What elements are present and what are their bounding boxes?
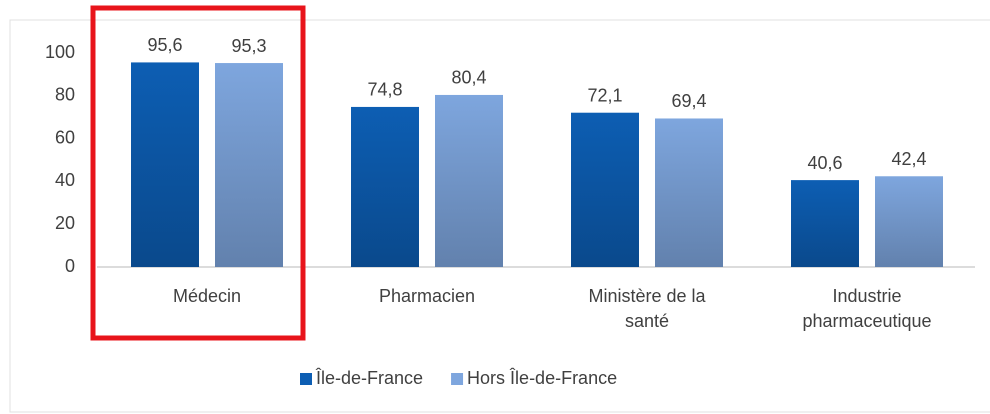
x-tick-label: Médecin xyxy=(172,286,242,306)
data-label: 72,1 xyxy=(587,85,622,105)
x-tick-label: Pharmacien xyxy=(378,286,476,306)
y-tick-label: 40 xyxy=(55,170,75,190)
bar xyxy=(131,62,199,267)
y-tick-label: 20 xyxy=(55,213,75,233)
data-label: 95,6 xyxy=(147,35,182,55)
data-label: 40,6 xyxy=(807,153,842,173)
bar xyxy=(875,176,943,267)
bar xyxy=(791,180,859,267)
data-label: 80,4 xyxy=(451,68,486,88)
bar xyxy=(351,106,419,267)
y-tick-label: 100 xyxy=(45,42,75,62)
x-tick-label: Ministère de la santé xyxy=(588,286,706,331)
y-tick-label: 0 xyxy=(65,256,75,276)
data-label: 74,8 xyxy=(367,80,402,100)
legend-swatch xyxy=(300,373,312,385)
highlight-box xyxy=(90,5,306,341)
bar xyxy=(655,118,723,267)
bar xyxy=(435,94,503,267)
data-label: 42,4 xyxy=(891,149,926,169)
data-label: 95,3 xyxy=(231,36,266,56)
legend-swatch xyxy=(451,373,464,385)
bar xyxy=(215,63,283,267)
bar xyxy=(571,112,639,268)
data-label: 69,4 xyxy=(671,91,706,111)
legend-label: Île-de-France xyxy=(315,368,423,388)
y-tick-label: 60 xyxy=(55,127,75,147)
legend-label: Hors Île-de-France xyxy=(467,368,617,388)
x-tick-label: Industrie pharmaceutique xyxy=(802,286,932,331)
y-tick-label: 80 xyxy=(55,85,75,105)
